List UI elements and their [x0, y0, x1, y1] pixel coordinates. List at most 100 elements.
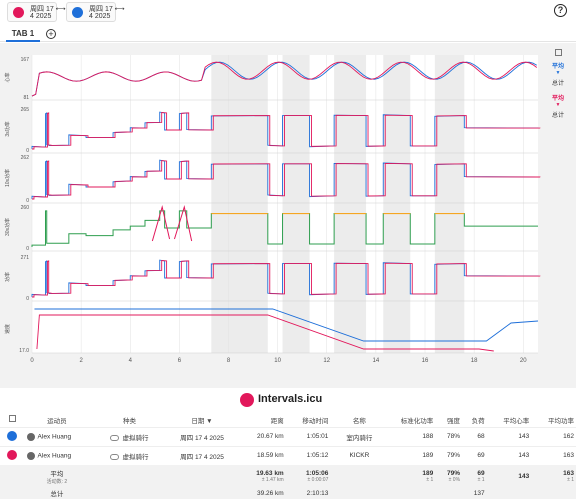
speed-series-blue: [34, 308, 539, 342]
x-tick-label: 20: [520, 358, 527, 364]
col-avg-power[interactable]: 平均功率: [548, 417, 574, 425]
chip-date: 周四 17 ⟷: [89, 6, 125, 13]
brand-name: Intervals.icu: [258, 393, 323, 405]
color-dot-icon: [72, 7, 83, 18]
interval-band: [282, 55, 310, 353]
y-tick-min: 0: [26, 246, 29, 252]
total-label: 总计: [24, 487, 90, 499]
col-type[interactable]: 种类: [122, 417, 136, 425]
panel-ylabel: 心率: [4, 72, 11, 82]
panel-ylabel: 10s功率: [4, 169, 11, 187]
col-date[interactable]: 日期 ▼: [191, 417, 213, 425]
table-row[interactable]: Alex Huang 虚拟骑行 周四 17 4 2025 20.67 km 1:…: [0, 426, 576, 446]
y-tick-max: 271: [21, 255, 30, 261]
col-distance[interactable]: 距离: [270, 417, 284, 425]
activity-color-dot-icon: [7, 430, 18, 441]
avg-blue-label[interactable]: 平均: [551, 64, 564, 70]
activity-load: 68: [462, 426, 487, 446]
avg-pink-label[interactable]: 平均: [551, 96, 564, 102]
col-athlete[interactable]: 运动员: [47, 417, 67, 425]
table-row[interactable]: Alex Huang 虚拟骑行 周四 17 4 2025 18.59 km 1:…: [0, 445, 576, 465]
power-series-pink: [32, 260, 541, 298]
activity-color-dot-icon: [7, 449, 18, 460]
y-tick-min: 0: [26, 296, 29, 302]
legend-checkbox[interactable]: [554, 49, 562, 56]
total-load: 137: [462, 487, 487, 499]
activity-moving-time: 1:05:12: [285, 445, 331, 465]
chart-area[interactable]: 0 2 4 6 8 10 12 14 16 18 20 心率 167 81 3s功率 265 0 10s功率 262…: [0, 43, 576, 388]
power-series-pink: [32, 160, 541, 200]
avg-moving-time: 1:05:06: [305, 469, 329, 477]
power30-series-green: [31, 210, 538, 247]
chevron-down-icon: ▼: [555, 102, 561, 108]
activity-name[interactable]: 室内骑行: [330, 426, 389, 446]
hr-series-pink: [31, 61, 538, 97]
bike-icon: [110, 434, 120, 441]
avg-distance-sd: ± 1.47 km: [261, 476, 284, 483]
x-tick-label: 8: [227, 358, 231, 364]
activity-avg-power: 163: [531, 445, 576, 465]
activity-np: 189: [388, 445, 436, 465]
activity-chip-1[interactable]: 周四 17 ⟷ 4 2025: [7, 2, 66, 22]
x-tick-label: 6: [178, 358, 182, 364]
avg-load: 69: [477, 469, 485, 477]
legend-side: 平均 ▼ 总计 平均 ▼ 总计: [546, 48, 570, 119]
brand-bar: Intervals.icu: [0, 388, 576, 413]
x-tick-label: 10: [274, 358, 281, 364]
select-all-checkbox[interactable]: [8, 415, 16, 423]
activity-date: 周四 17 4 2025: [169, 445, 235, 465]
panel-ylabel: 功率: [4, 272, 11, 282]
power-series-blue: [31, 159, 539, 199]
total-distance: 39.26 km: [234, 487, 286, 499]
activities-table: 运动员 种类 日期 ▼ 距离 移动时间 名称 标准化功率 强度 负荷 平均心率 …: [0, 413, 576, 499]
activity-type: 虚拟骑行: [122, 453, 149, 461]
total-moving-time: 2:10:13: [285, 487, 331, 499]
avatar: [26, 432, 35, 441]
avg-label: 平均: [50, 470, 64, 478]
col-np[interactable]: 标准化功率: [400, 417, 434, 425]
activity-avg-power: 162: [531, 426, 576, 446]
panel-ylabel: 速度: [4, 324, 11, 334]
col-avg-hr[interactable]: 平均心率: [503, 417, 530, 425]
tab-bar: TAB 1 +: [0, 26, 576, 42]
athlete-name[interactable]: Alex Huang: [37, 452, 72, 460]
y-tick-min: 0: [26, 198, 29, 204]
total-blue-label[interactable]: 总计: [551, 81, 564, 87]
avg-power-sd: ± 1: [567, 476, 574, 483]
panel-ylabel: 30s功率: [4, 218, 11, 236]
help-icon[interactable]: ?: [554, 4, 567, 17]
table-total-row: 总计 39.26 km 2:10:13 137: [0, 487, 576, 499]
activity-intensity: 78%: [435, 426, 463, 446]
col-name[interactable]: 名称: [352, 417, 366, 425]
activity-distance: 20.67 km: [234, 426, 286, 446]
multi-panel-chart[interactable]: 0 2 4 6 8 10 12 14 16 18 20 心率 167 81 3s功率 265 0 10s功率 262…: [0, 43, 576, 388]
x-tick-label: 0: [30, 358, 34, 364]
avatar: [26, 451, 35, 460]
col-moving-time[interactable]: 移动时间: [302, 417, 329, 425]
activity-load: 69: [462, 445, 487, 465]
activity-np: 188: [388, 426, 436, 446]
activity-name[interactable]: KICKR: [330, 445, 389, 465]
y-tick-max: 167: [21, 57, 30, 63]
activity-chip-2[interactable]: 周四 17 ⟷ 4 2025: [66, 2, 125, 22]
table-avg-row: 平均 活动数: 2 19.63 km ± 1.47 km 1:05:06 ± 0:00…: [0, 465, 576, 487]
tab-1[interactable]: TAB 1: [6, 28, 40, 42]
y-tick-min: 17.0: [19, 348, 29, 354]
activity-intensity: 79%: [435, 445, 463, 465]
col-intensity[interactable]: 强度: [447, 417, 461, 425]
interval-band: [334, 55, 367, 353]
chevron-down-icon: ▼: [555, 70, 561, 76]
power-series-blue: [31, 259, 539, 297]
intervals-logo-icon: [240, 393, 254, 407]
x-tick-label: 2: [79, 358, 83, 364]
x-tick-label: 14: [373, 358, 380, 364]
col-load[interactable]: 负荷: [471, 417, 485, 425]
avg-np-sd: ± 1: [426, 476, 434, 483]
add-tab-icon[interactable]: +: [46, 29, 56, 39]
avg-np: 189: [422, 469, 434, 477]
athlete-name[interactable]: Alex Huang: [37, 433, 72, 441]
x-tick-label: 12: [323, 358, 330, 364]
bike-icon: [110, 454, 120, 461]
compare-header: 周四 17 ⟷ 4 2025 周四 17 ⟷ 4 2025 ?: [0, 0, 576, 24]
total-pink-label[interactable]: 总计: [551, 113, 564, 119]
